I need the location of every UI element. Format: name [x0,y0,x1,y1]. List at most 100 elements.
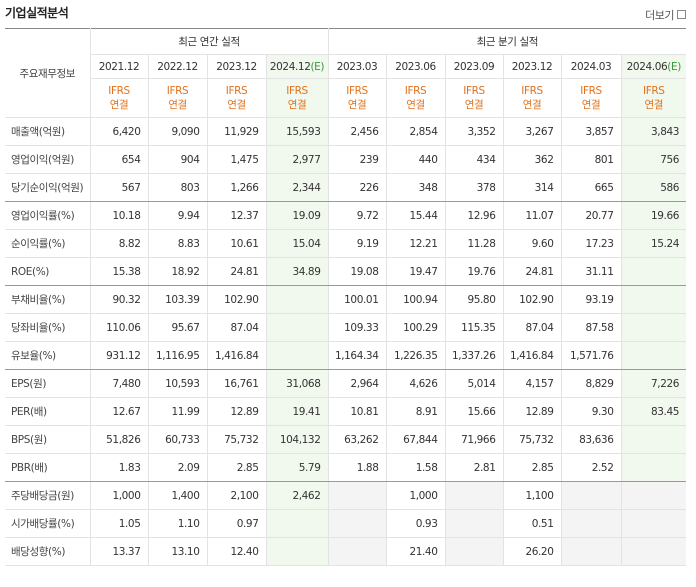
value-cell: 110.06 [89,313,149,342]
value-cell: 87.58 [560,313,622,342]
value-cell: 5.79 [265,453,329,482]
basis-label: IFRS [166,85,189,97]
value-cell: 12.96 [444,201,504,230]
more-label[interactable]: 더보기 [645,9,674,22]
value-cell: 2,854 [385,117,446,146]
value-cell: 12.40 [206,537,267,566]
header: 기업실적분석 더보기 [5,4,686,24]
value-cell: 60,733 [147,425,208,454]
value-cell [327,537,387,566]
value-cell: 7,226 [620,369,687,398]
basis-header: IFRS 연결 [620,78,687,118]
value-cell: 239 [327,145,387,174]
value-cell: 15.04 [265,229,329,258]
value-cell: 104,132 [265,425,329,454]
group-header: 최근 연간 실적 [89,28,329,55]
value-cell: 1,416.84 [206,341,267,370]
value-cell: 1,116.95 [147,341,208,370]
value-cell: 10.18 [89,201,149,230]
value-cell [265,313,329,342]
value-cell: 654 [89,145,149,174]
value-cell: 100.29 [385,313,446,342]
value-cell: 2.81 [444,453,504,482]
value-cell: 1,000 [89,481,149,510]
value-cell: 24.81 [206,257,267,286]
value-cell: 13.10 [147,537,208,566]
value-cell: 95.80 [444,285,504,314]
table-row: PBR(배) 1.83 2.09 2.85 5.79 1.88 1.58 2.81 2.85 2.… [5,453,687,482]
value-cell: 100.01 [327,285,387,314]
value-cell: 15.44 [385,201,446,230]
value-cell: 100.94 [385,285,446,314]
more-link[interactable]: 더보기 [645,7,686,23]
value-cell: 3,352 [444,117,504,146]
value-cell: 378 [444,173,504,202]
value-cell: 12.37 [206,201,267,230]
row-label: 부채비율(%) [5,285,91,314]
row-label: 배당성향(%) [5,537,91,566]
row-label: 주당배당금(원) [5,481,91,510]
value-cell [620,537,687,566]
value-cell: 75,732 [206,425,267,454]
row-label: 당기순이익(억원) [5,173,91,202]
value-cell: 348 [385,173,446,202]
value-cell [327,509,387,538]
value-cell: 16,761 [206,369,267,398]
period-header: 2021.12 [89,54,149,79]
value-cell: 15.66 [444,397,504,426]
value-cell: 434 [444,145,504,174]
value-cell [620,453,687,482]
table-row: 순이익률(%) 8.82 8.83 10.61 15.04 9.19 12.21 11.28 9… [5,229,687,258]
table-row: PER(배) 12.67 11.99 12.89 19.41 10.81 8.91 15.66… [5,397,687,426]
more-icon[interactable] [677,10,686,19]
value-cell: 2,462 [265,481,329,510]
value-cell: 1,164.34 [327,341,387,370]
value-cell: 71,966 [444,425,504,454]
row-label: 당좌비율(%) [5,313,91,342]
value-cell: 6,420 [89,117,149,146]
basis-label: 연결 [347,99,367,111]
value-cell: 90.32 [89,285,149,314]
table-body: 매출액(억원) 6,420 9,090 11,929 15,593 2,456 2,854 3… [5,117,687,566]
basis-header: IFRS 연결 [147,78,208,118]
value-cell: 87.04 [206,313,267,342]
value-cell: 10.61 [206,229,267,258]
value-cell [620,425,687,454]
value-cell: 10.81 [327,397,387,426]
value-cell: 1,100 [502,481,562,510]
value-cell: 95.67 [147,313,208,342]
value-cell: 18.92 [147,257,208,286]
basis-label: IFRS [580,85,602,97]
value-cell: 1,266 [206,173,267,202]
value-cell: 756 [620,145,687,174]
value-cell: 3,843 [620,117,687,146]
basis-header: IFRS 연결 [327,78,387,118]
basis-label: 연결 [581,99,601,111]
basis-header: IFRS 연결 [502,78,562,118]
basis-header: IFRS 연결 [89,78,149,118]
value-cell: 2.85 [502,453,562,482]
value-cell: 19.41 [265,397,329,426]
value-cell: 567 [89,173,149,202]
basis-header: IFRS 연결 [560,78,622,118]
period-header: 2023.12 [206,54,267,79]
value-cell: 12.89 [502,397,562,426]
value-cell: 15.24 [620,229,687,258]
value-cell: 1.05 [89,509,149,538]
value-cell [620,481,687,510]
table-row: 매출액(억원) 6,420 9,090 11,929 15,593 2,456 2,854 3… [5,117,687,146]
value-cell: 12.67 [89,397,149,426]
value-cell: 12.89 [206,397,267,426]
value-cell: 1,337.26 [444,341,504,370]
value-cell: 3,857 [560,117,622,146]
value-cell: 93.19 [560,285,622,314]
basis-label: 연결 [406,99,425,111]
period-header: 2023.06 [385,54,446,79]
value-cell: 9.72 [327,201,387,230]
row-label: PBR(배) [5,453,91,482]
row-label: 매출액(억원) [5,117,91,146]
value-cell: 31.11 [560,257,622,286]
table-row: 배당성향(%) 13.37 13.10 12.40 21.40 26.20 [5,537,687,566]
value-cell: 440 [385,145,446,174]
value-cell: 10,593 [147,369,208,398]
